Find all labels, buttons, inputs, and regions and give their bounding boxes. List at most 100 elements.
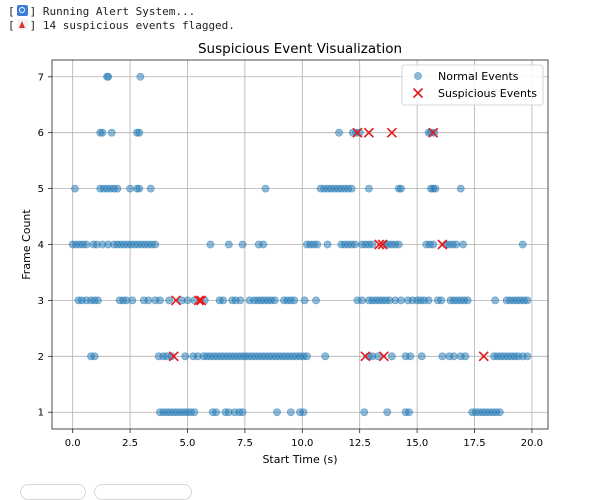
y-tick-label: 5: [38, 184, 44, 195]
normal-event-point: [104, 72, 113, 81]
normal-event-point: [429, 240, 438, 249]
normal-event-point: [183, 296, 192, 305]
y-tick-label: 3: [38, 296, 44, 307]
normal-event-point: [431, 184, 440, 193]
normal-event-point: [219, 296, 227, 305]
legend-normal-label: Normal Events: [438, 70, 519, 83]
suspicious-event-point: [352, 127, 363, 138]
normal-event-point: [135, 184, 144, 193]
chart-title: Suspicious Event Visualization: [198, 41, 402, 57]
normal-event-point: [290, 296, 299, 305]
normal-event-point: [374, 352, 382, 361]
y-tick-label: 1: [38, 408, 44, 419]
normal-event-point: [358, 296, 366, 305]
x-axis-label: Start Time (s): [262, 453, 337, 466]
normal-event-point: [323, 240, 332, 249]
console-text-flagged: 14 suspicious events flagged.: [42, 19, 235, 32]
normal-event-point: [286, 408, 295, 417]
normal-event-point: [107, 128, 116, 137]
normal-event-point: [364, 184, 373, 193]
x-stroke: [193, 295, 205, 306]
x-stroke: [196, 295, 207, 306]
x-tick-label: 10.0: [291, 438, 313, 449]
bottom-button-1[interactable]: [20, 484, 86, 500]
x-tick-label: 17.5: [463, 438, 485, 449]
x-stroke: [478, 351, 489, 362]
x-tick-label: 7.5: [237, 438, 253, 449]
x-stroke: [412, 87, 424, 99]
suspicious-event-point: [378, 351, 389, 362]
normal-event-point: [437, 296, 446, 305]
y-tick-label: 6: [38, 128, 44, 139]
normal-event-point: [300, 296, 309, 305]
normal-event-point: [397, 184, 405, 193]
normal-event-point: [491, 296, 500, 305]
normal-event-point: [90, 352, 99, 361]
normal-event-point: [238, 240, 247, 249]
x-stroke: [363, 127, 374, 138]
legend-box: [401, 64, 544, 106]
suspicious-event-point: [437, 239, 448, 250]
x-stroke: [386, 127, 397, 138]
suspicious-event-point: [363, 127, 374, 138]
normal-event-point: [144, 296, 153, 305]
normal-event-point: [523, 352, 532, 361]
normal-event-point: [417, 352, 426, 361]
normal-event-point: [98, 128, 107, 137]
normal-event-point: [394, 240, 403, 249]
normal-event-point: [299, 408, 308, 417]
normal-event-point: [452, 240, 461, 249]
x-stroke: [437, 239, 448, 250]
normal-event-point: [165, 296, 174, 305]
normal-event-point: [151, 240, 160, 249]
normal-event-point: [126, 184, 134, 193]
normal-event-point: [273, 408, 281, 417]
normal-event-point: [406, 352, 415, 361]
normal-event-point: [321, 352, 330, 361]
suspicious-event-point: [478, 351, 489, 362]
normal-event-point: [449, 352, 458, 361]
normal-event-point: [335, 128, 343, 137]
y-tick-label: 7: [38, 72, 44, 83]
suspicious-event-point: [193, 295, 205, 306]
normal-event-point: [71, 184, 79, 193]
normal-event-point: [212, 408, 221, 417]
y-axis-label: Frame Count: [20, 209, 33, 280]
x-ticks: 0.0 2.5 5.0 7.5 10.0 12.5 15.0 17.5 20.0: [65, 429, 543, 449]
x-tick-label: 0.0: [65, 438, 81, 449]
normal-event-point: [312, 296, 320, 305]
x-stroke: [170, 295, 182, 306]
normal-event-point: [156, 296, 164, 305]
x-stroke: [352, 127, 363, 138]
normal-event-point: [438, 352, 447, 361]
legend-x-glyph: [412, 87, 424, 99]
normal-event-point: [523, 296, 532, 305]
legend: Normal Events Suspicious Events: [401, 64, 544, 106]
normal-event-point: [261, 184, 270, 193]
x-tick-label: 2.5: [122, 438, 138, 449]
search-icon: [16, 5, 28, 16]
legend-suspicious-marker: [412, 87, 424, 99]
y-tick-label: 2: [38, 352, 44, 363]
x-tick-label: 12.5: [349, 438, 371, 449]
normal-event-point: [387, 352, 396, 361]
normal-event-point: [360, 408, 369, 417]
normal-event-point: [167, 352, 176, 361]
normal-event-point: [518, 240, 527, 249]
normal-event-point: [238, 408, 247, 417]
bottom-button-2[interactable]: [94, 484, 192, 500]
normal-event-point: [456, 184, 465, 193]
normal-event-point: [224, 240, 233, 249]
normal-event-point: [270, 296, 279, 305]
suspicious-event-point: [428, 127, 439, 138]
legend-normal-marker: [414, 72, 422, 80]
suspicious-event-point: [386, 127, 397, 138]
normal-event-point: [313, 240, 322, 249]
normal-event-point: [113, 184, 122, 193]
normal-event-point: [82, 240, 91, 249]
x-tick-label: 20.0: [521, 438, 543, 449]
normal-event-point: [259, 240, 268, 249]
x-stroke: [374, 239, 385, 250]
normal-event-point: [181, 352, 190, 361]
